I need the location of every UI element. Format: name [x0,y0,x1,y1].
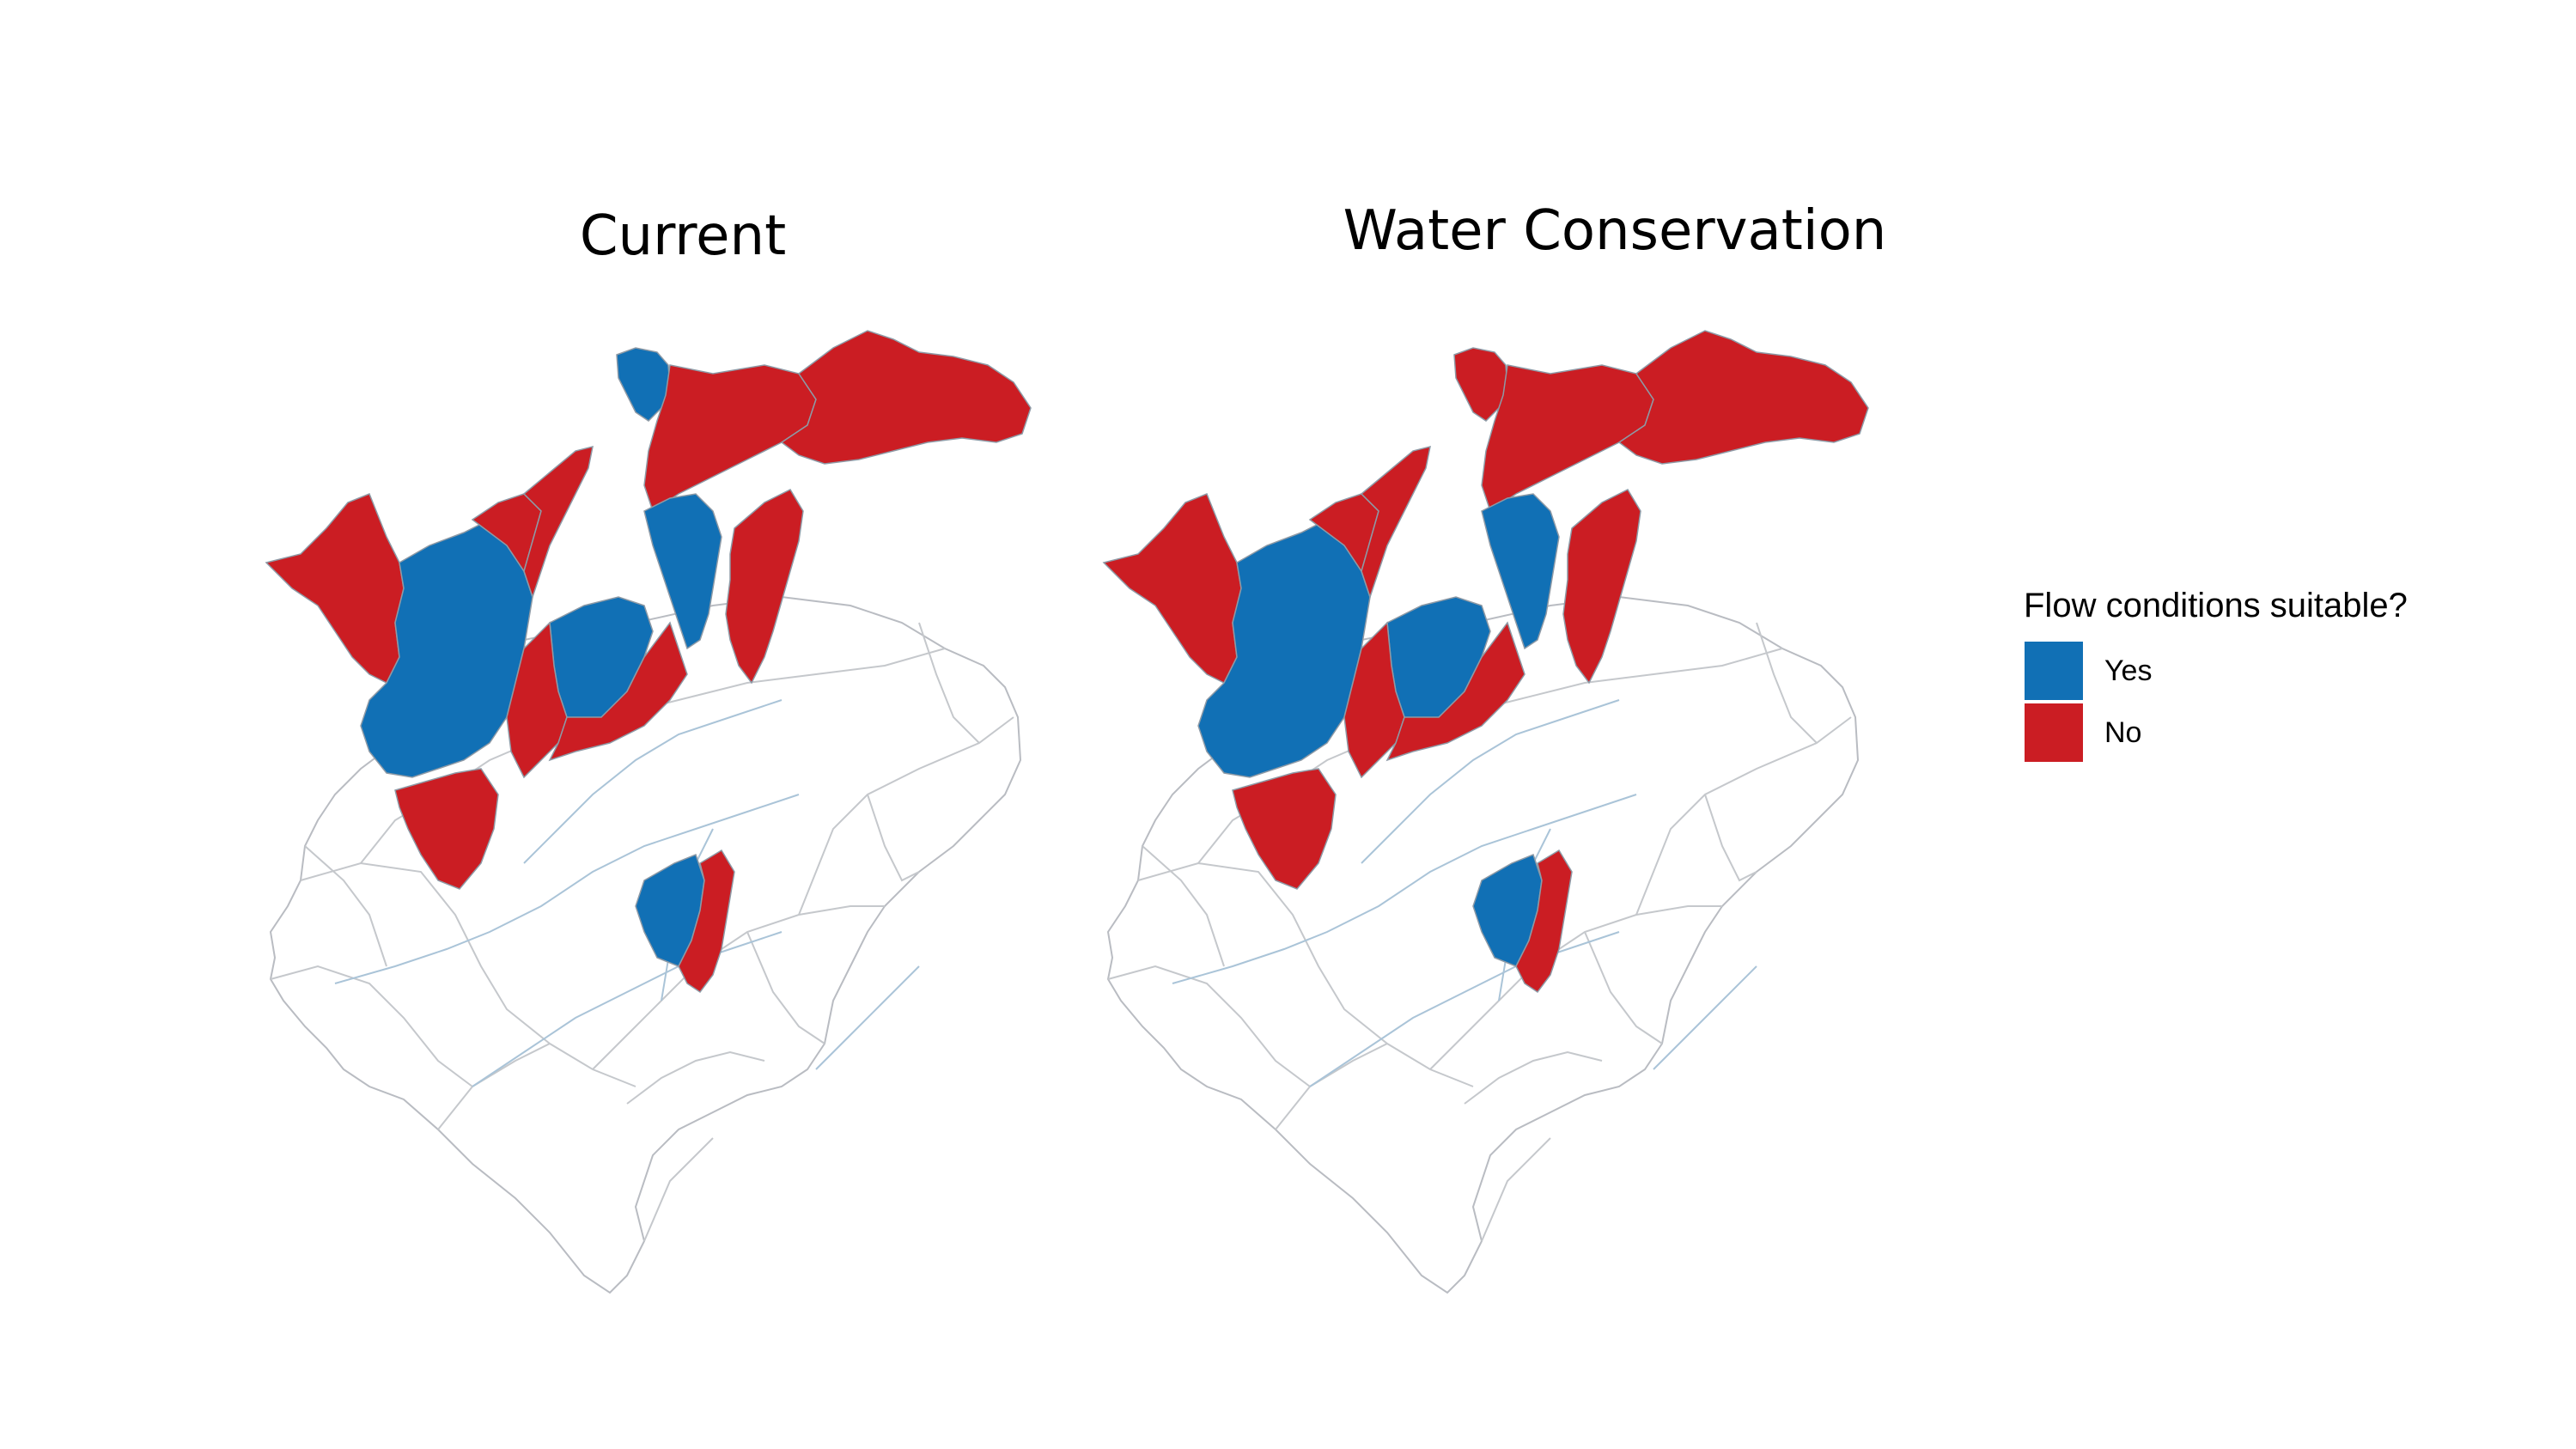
region-southeast-2-current [678,849,735,994]
legend-swatch-yes [2024,641,2084,701]
map-current [265,330,1032,1294]
legend-title: Flow conditions suitable? [2024,587,2408,624]
region-southeast-2-water-conservation [1515,849,1573,994]
region-east-1-current [725,489,804,685]
legend-item-yes: Yes [2024,641,2408,701]
region-west-1-water-conservation [1102,493,1242,685]
region-center-2-current [522,445,594,600]
region-northeast-2-current [780,330,1032,465]
region-south-2-current [548,621,688,762]
region-center-3-current [643,493,722,650]
region-center-2-water-conservation [1360,445,1431,600]
region-northeast-1-current [643,364,817,513]
region-south-2-water-conservation [1385,621,1526,762]
region-east-1-water-conservation [1562,489,1641,685]
map-title-current: Current [579,204,787,268]
region-northeast-2-water-conservation [1617,330,1869,465]
region-east-2-water-conservation [1343,621,1405,779]
map-water-conservation [1102,330,1869,1294]
region-south-1-current [394,768,499,890]
region-east-2-current [506,621,568,779]
region-center-3-water-conservation [1481,493,1560,650]
legend-label-yes: Yes [2104,654,2153,687]
legend-swatch-no [2024,703,2084,763]
legend-label-no: No [2104,715,2142,749]
region-west-1-current [265,493,405,685]
region-south-1-water-conservation [1232,768,1337,890]
legend: Flow conditions suitable? Yes No [2024,587,2408,764]
legend-item-no: No [2024,703,2408,763]
region-northeast-1-water-conservation [1481,364,1654,513]
map-title-water-conservation: Water Conservation [1343,199,1887,263]
